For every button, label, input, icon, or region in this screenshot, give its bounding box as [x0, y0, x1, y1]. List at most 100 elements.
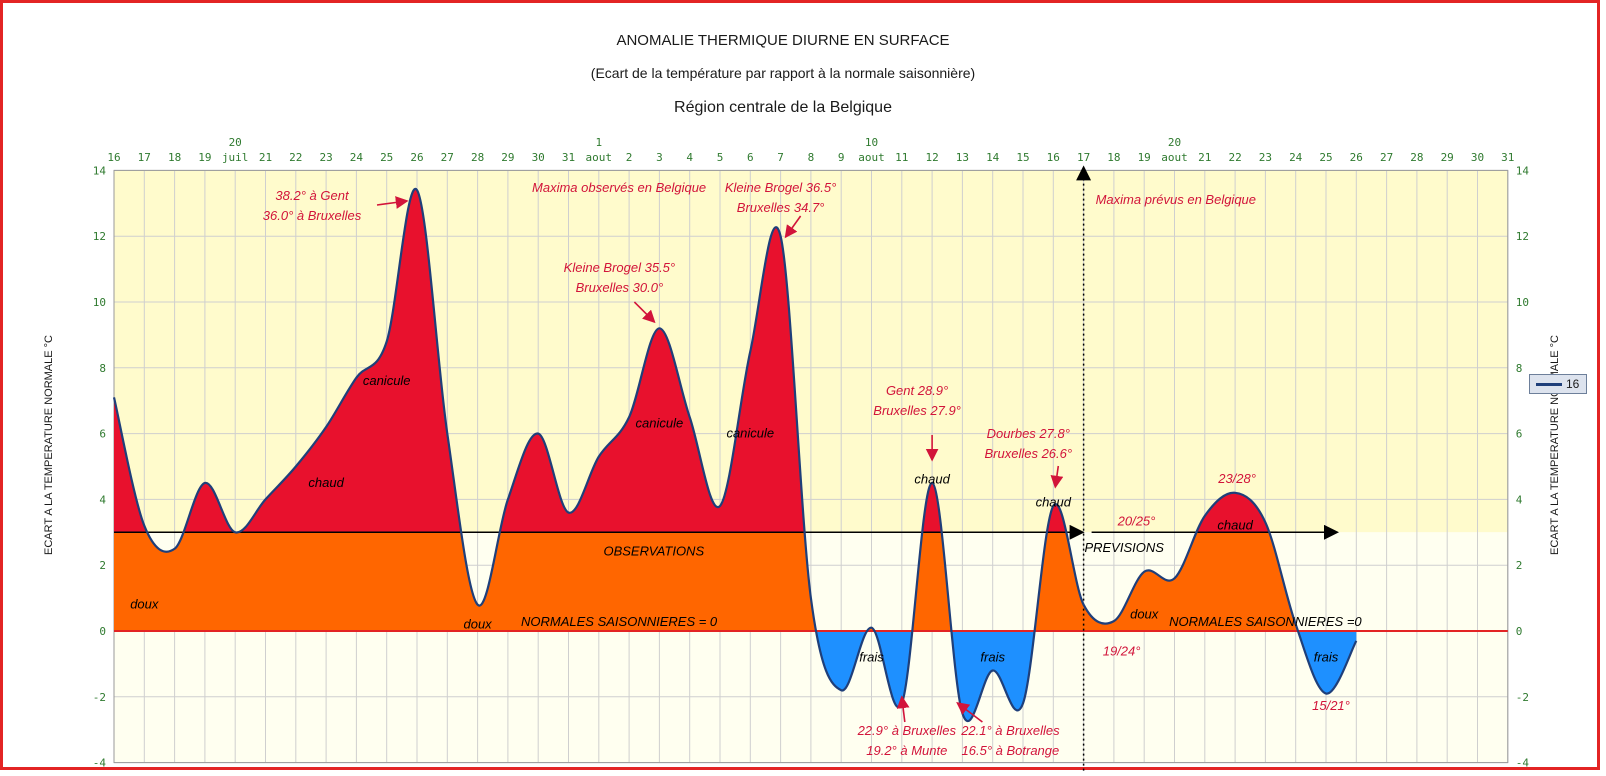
station-annotation: 23/28°	[1217, 471, 1256, 486]
x-tick-label: 28	[1410, 151, 1423, 164]
x-tick-label: 24	[350, 151, 364, 164]
y-tick-right: -2	[1516, 691, 1529, 704]
x-tick-label: 22	[1228, 151, 1241, 164]
reference-lines	[114, 165, 1508, 771]
x-tick-label: 20	[229, 136, 242, 149]
forecast-title: Maxima prévus en Belgique	[1096, 192, 1256, 207]
x-tick-label: 19	[198, 151, 211, 164]
station-annotation: Bruxelles 27.9°	[873, 403, 961, 418]
y-tick-left: 4	[99, 493, 106, 506]
y-axis: -4 -4 -2 -2 0 0 2 2 4 4 6 6 8 8 10 10 12 12 14 14	[93, 164, 1530, 769]
x-tick-label: 25	[1319, 151, 1332, 164]
x-tick-label: 5	[717, 151, 724, 164]
x-tick-label: 10	[865, 136, 878, 149]
x-tick-label: 6	[747, 151, 754, 164]
category-label: canicule	[636, 416, 684, 431]
x-tick-label: 14	[986, 151, 1000, 164]
y-tick-right: 2	[1516, 559, 1523, 572]
observed-title: Maxima observés en Belgique	[532, 180, 706, 195]
y-tick-left: -2	[93, 691, 106, 704]
x-tick-label: 31	[562, 151, 575, 164]
category-label: chaud	[914, 472, 950, 487]
x-tick-label: 25	[380, 151, 393, 164]
x-tick-label: 16	[107, 151, 120, 164]
normales-left: NORMALES SAISONNIERES = 0	[521, 614, 718, 629]
station-annotation: 36.0° à Bruxelles	[263, 208, 362, 223]
station-annotation: 22.1° à Bruxelles	[960, 723, 1060, 738]
x-tick-label: 9	[838, 151, 845, 164]
warm-area	[114, 189, 1270, 533]
x-tick-label: 22	[289, 151, 302, 164]
x-tick-label: 21	[259, 151, 272, 164]
x-tick-label: 23	[1259, 151, 1272, 164]
chart-title: ANOMALIE THERMIQUE DIURNE EN SURFACE	[616, 32, 949, 49]
annotation-arrow	[376, 196, 409, 209]
category-label: frais	[859, 649, 884, 664]
category-label: frais	[980, 649, 1005, 664]
observations-label: OBSERVATIONS	[603, 543, 704, 558]
annotation-arrow	[784, 215, 802, 239]
category-label: chaud	[1217, 518, 1253, 533]
legend-swatch	[1536, 383, 1562, 386]
category-label: chaud	[308, 475, 344, 490]
station-annotation: 16.5° à Botrange	[962, 743, 1060, 758]
x-tick-label: 26	[1350, 151, 1363, 164]
x-tick-label: 19	[1138, 151, 1151, 164]
x-tick-label: 29	[1441, 151, 1454, 164]
x-tick-label: 30	[1471, 151, 1484, 164]
x-tick-label: 7	[777, 151, 784, 164]
y-tick-left: 12	[93, 230, 106, 243]
x-tick-label: 21	[1198, 151, 1211, 164]
previsions-label: PREVISIONS	[1084, 540, 1164, 555]
y-tick-right: 12	[1516, 230, 1529, 243]
category-label: doux	[463, 616, 492, 631]
annotation-arrow	[956, 702, 983, 723]
station-annotation: 38.2° à Gent	[275, 188, 350, 203]
x-tick-label: 2	[626, 151, 633, 164]
y-axis-label-left: ECART A LA TEMPERATURE NORMALE °C	[43, 335, 55, 555]
x-tick-month: aout	[586, 151, 613, 164]
chart-subtitle: (Ecart de la température par rapport à l…	[591, 65, 975, 81]
anomaly-curve	[112, 187, 1358, 723]
category-label: canicule	[726, 426, 774, 441]
y-tick-right: 8	[1516, 362, 1523, 375]
y-tick-left: 2	[99, 559, 106, 572]
station-annotation: Kleine Brogel 35.5°	[564, 260, 675, 275]
category-label: doux	[1130, 607, 1159, 622]
station-annotation: 22.9° à Bruxelles	[857, 723, 957, 738]
y-tick-left: -4	[93, 757, 107, 770]
x-tick-month: juil	[222, 151, 249, 164]
annotation-arrow	[633, 301, 656, 324]
x-tick-label: 3	[656, 151, 663, 164]
anomaly-fills	[114, 189, 1357, 722]
y-tick-left: 14	[93, 164, 107, 177]
x-tick-label: 31	[1501, 151, 1514, 164]
x-tick-label: 18	[168, 151, 181, 164]
x-tick-label: 27	[441, 151, 454, 164]
x-tick-label: 23	[319, 151, 332, 164]
x-tick-label: 29	[501, 151, 514, 164]
station-annotation: Bruxelles 26.6°	[985, 446, 1073, 461]
y-tick-left: 0	[99, 625, 106, 638]
x-tick-label: 26	[410, 151, 423, 164]
x-tick-label: 16	[1047, 151, 1060, 164]
x-tick-label: 17	[1077, 151, 1090, 164]
mild-area	[114, 532, 1298, 631]
y-tick-right: 0	[1516, 625, 1523, 638]
station-annotation: Dourbes 27.8°	[987, 426, 1070, 441]
x-tick-label: 30	[532, 151, 545, 164]
x-tick-month: aout	[1161, 151, 1188, 164]
station-annotation: Bruxelles 30.0°	[576, 280, 664, 295]
x-tick-label: 15	[1016, 151, 1029, 164]
x-tick-label: 17	[138, 151, 151, 164]
x-tick-label: 20	[1168, 136, 1181, 149]
category-label: doux	[130, 597, 159, 612]
x-tick-label: 11	[895, 151, 908, 164]
y-tick-right: 10	[1516, 296, 1529, 309]
station-annotation: Bruxelles 34.7°	[737, 200, 825, 215]
y-tick-right: 6	[1516, 428, 1523, 441]
station-annotation: 15/21°	[1312, 698, 1350, 713]
x-tick-label: 1	[595, 136, 602, 149]
